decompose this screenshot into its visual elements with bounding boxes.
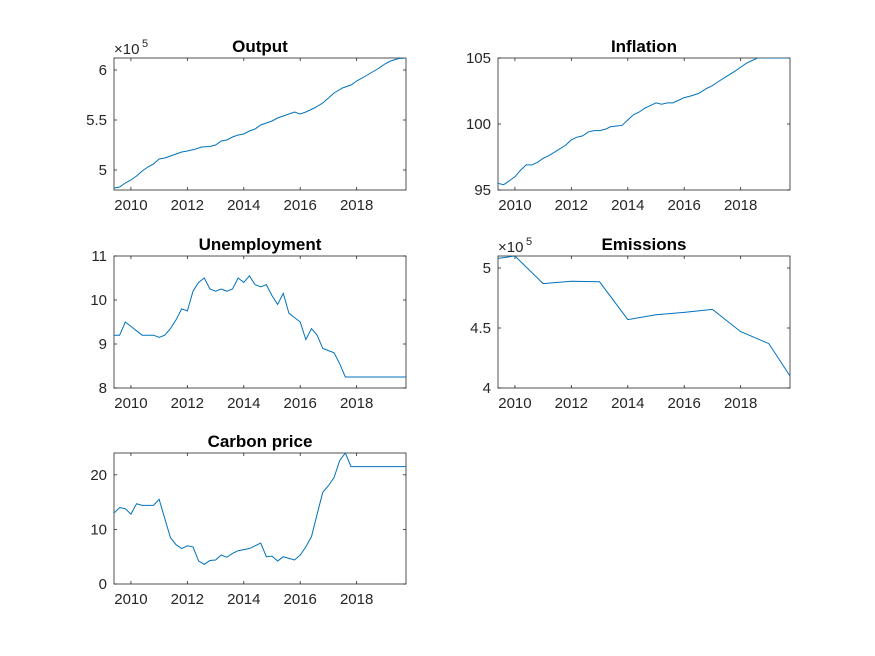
x-tick-label: 2018 bbox=[340, 591, 373, 608]
y-tick-label: 0 bbox=[99, 576, 107, 593]
x-tick-label: 2016 bbox=[668, 197, 701, 214]
y-tick-label: 11 bbox=[91, 248, 107, 265]
x-tick-label: 2016 bbox=[668, 395, 701, 412]
axis-multiplier: ×10 bbox=[114, 41, 139, 58]
subplot-title: Emissions bbox=[601, 235, 686, 254]
y-tick-label: 100 bbox=[466, 116, 491, 133]
x-tick-label: 2014 bbox=[227, 197, 260, 214]
x-tick-label: 2014 bbox=[227, 395, 260, 412]
x-tick-label: 2016 bbox=[284, 591, 317, 608]
y-tick-label: 5 bbox=[483, 260, 491, 277]
x-tick-label: 2010 bbox=[114, 197, 147, 214]
x-tick-label: 2018 bbox=[340, 197, 373, 214]
x-tick-label: 2018 bbox=[340, 395, 373, 412]
x-tick-label: 2010 bbox=[114, 395, 147, 412]
y-tick-label: 20 bbox=[90, 467, 107, 484]
y-tick-label: 4.5 bbox=[470, 320, 491, 337]
series-line bbox=[498, 58, 790, 186]
x-tick-label: 2012 bbox=[555, 395, 588, 412]
y-tick-label: 105 bbox=[466, 50, 491, 67]
y-tick-label: 4 bbox=[483, 380, 491, 397]
y-tick-label: 10 bbox=[90, 292, 107, 309]
x-tick-label: 2012 bbox=[171, 395, 204, 412]
subplot-inflation: 2010 2012 2014 2016 2018 95 100 105 Inflation bbox=[466, 37, 791, 214]
x-tick-label: 2010 bbox=[114, 591, 147, 608]
subplot-carbon-price: 2010 2012 2014 2016 2018 0 10 20 Carbon price bbox=[90, 432, 407, 608]
x-tick-label: 2018 bbox=[724, 197, 757, 214]
subplot-title: Inflation bbox=[611, 37, 677, 56]
axes-box bbox=[497, 57, 791, 191]
x-tick-label: 2014 bbox=[611, 395, 644, 412]
y-tick-label: 10 bbox=[90, 521, 107, 538]
series-line bbox=[114, 274, 406, 378]
axes-box bbox=[113, 255, 407, 389]
x-tick-label: 2010 bbox=[498, 395, 531, 412]
axis-multiplier-exponent: 5 bbox=[142, 38, 148, 50]
series-line bbox=[114, 453, 406, 565]
axes-box bbox=[497, 255, 791, 389]
y-tick-label: 9 bbox=[99, 336, 107, 353]
x-tick-label: 2014 bbox=[611, 197, 644, 214]
subplot-title: Carbon price bbox=[208, 432, 313, 451]
x-tick-label: 2014 bbox=[227, 591, 260, 608]
axis-multiplier: ×10 bbox=[498, 239, 523, 256]
x-tick-label: 2016 bbox=[284, 197, 317, 214]
series-line bbox=[498, 256, 790, 377]
y-tick-label: 6 bbox=[99, 62, 107, 79]
subplot-unemployment: 2010 2012 2014 2016 2018 8 9 10 11 Unemployment bbox=[90, 235, 407, 412]
axes-box bbox=[113, 57, 407, 191]
y-tick-label: 5 bbox=[99, 162, 107, 179]
axis-multiplier-exponent: 5 bbox=[526, 236, 532, 248]
x-tick-label: 2016 bbox=[284, 395, 317, 412]
series-line bbox=[114, 58, 406, 189]
x-tick-label: 2012 bbox=[555, 197, 588, 214]
x-tick-label: 2018 bbox=[724, 395, 757, 412]
y-tick-label: 8 bbox=[99, 380, 107, 397]
axes-box bbox=[113, 452, 407, 585]
y-tick-label: 5.5 bbox=[86, 112, 107, 129]
y-tick-label: 95 bbox=[474, 182, 491, 199]
subplot-title: Unemployment bbox=[199, 235, 322, 254]
x-tick-label: 2010 bbox=[498, 197, 531, 214]
x-tick-label: 2012 bbox=[171, 197, 204, 214]
subplot-title: Output bbox=[232, 37, 288, 56]
x-tick-label: 2012 bbox=[171, 591, 204, 608]
